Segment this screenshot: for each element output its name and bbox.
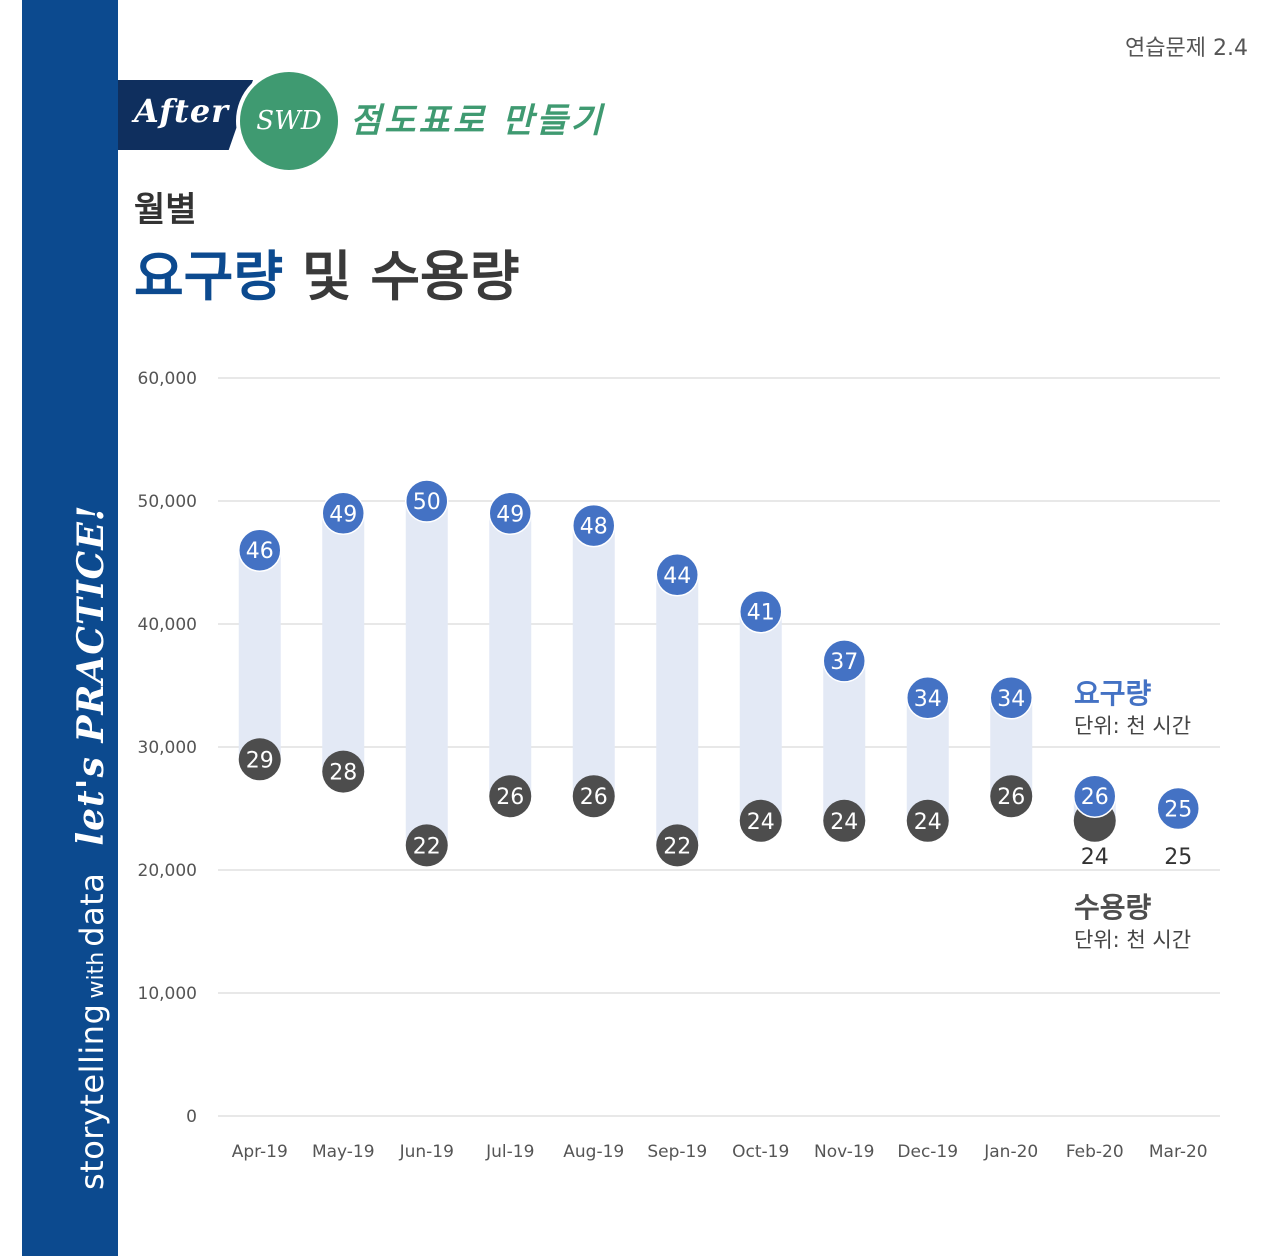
x-tick-label: Jun-19 <box>399 1142 454 1162</box>
x-tick-label: Mar-20 <box>1149 1142 1208 1162</box>
x-tick-label: Feb-20 <box>1066 1142 1124 1162</box>
demand-label: 34 <box>997 687 1025 712</box>
demand-dot <box>906 676 950 720</box>
range-bar <box>322 513 365 772</box>
demand-label: 41 <box>747 601 775 626</box>
y-tick-label: 10,000 <box>138 984 197 1004</box>
demand-label: 46 <box>246 539 274 564</box>
demand-dot <box>405 479 449 523</box>
demand-dot <box>822 639 866 683</box>
demand-label: 37 <box>830 650 858 675</box>
page-title: 요구량 및 수용량 <box>134 232 519 311</box>
capacity-label: 24 <box>914 810 942 835</box>
exercise-label: 연습문제 2.4 <box>1125 36 1248 61</box>
x-tick-label: Jul-19 <box>485 1142 534 1162</box>
demand-dot <box>989 676 1033 720</box>
capacity-label: 28 <box>329 761 357 786</box>
after-band <box>118 80 253 150</box>
capacity-label: 24 <box>1081 845 1109 870</box>
capacity-label: 22 <box>663 834 691 859</box>
range-bar <box>405 501 448 846</box>
title-small: 월별 <box>134 190 197 230</box>
capacity-dot <box>405 824 448 867</box>
y-tick-label: 50,000 <box>138 492 197 512</box>
y-tick-label: 60,000 <box>138 369 197 389</box>
y-tick-label: 0 <box>186 1107 197 1127</box>
after-label: After <box>134 92 230 130</box>
capacity-dot <box>238 738 281 781</box>
demand-label: 50 <box>413 490 441 515</box>
x-tick-label: Sep-19 <box>647 1142 707 1162</box>
y-tick-label: 30,000 <box>138 738 197 758</box>
sidebar <box>22 0 118 1256</box>
x-tick-label: Aug-19 <box>563 1142 624 1162</box>
scatter-subtitle: 점도표로 만들기 <box>350 101 605 141</box>
y-tick-label: 20,000 <box>138 861 197 881</box>
legend-demand-text: 요구량 <box>1074 677 1152 710</box>
legend-capacity-text: 수용량 <box>1074 891 1152 924</box>
capacity-label: 26 <box>580 785 608 810</box>
demand-label: 34 <box>914 687 942 712</box>
range-bar <box>739 611 782 821</box>
x-tick-label: Oct-19 <box>732 1142 789 1162</box>
capacity-label: 22 <box>413 834 441 859</box>
capacity-label: 26 <box>496 785 524 810</box>
demand-label: 25 <box>1164 798 1192 823</box>
capacity-label: 26 <box>997 785 1025 810</box>
demand-dot <box>655 553 699 597</box>
capacity-dot <box>990 775 1033 818</box>
demand-label: 49 <box>496 502 524 527</box>
x-tick-label: May-19 <box>312 1142 375 1162</box>
swd-label: SWD <box>256 106 322 136</box>
x-tick-label: Nov-19 <box>814 1142 875 1162</box>
y-tick-label: 40,000 <box>138 615 197 635</box>
demand-label: 44 <box>663 564 691 589</box>
demand-dot <box>739 589 783 634</box>
x-tick-label: Apr-19 <box>232 1142 288 1162</box>
x-tick-label: Dec-19 <box>897 1142 958 1162</box>
capacity-label: 29 <box>246 748 274 773</box>
capacity-dot <box>572 775 615 818</box>
capacity-label: 24 <box>830 810 858 835</box>
demand-label: 49 <box>329 502 357 527</box>
range-bar <box>656 574 699 846</box>
capacity-dot <box>906 799 949 842</box>
range-bar <box>823 660 866 821</box>
capacity-label: 25 <box>1164 845 1192 870</box>
capacity-dot <box>322 750 365 793</box>
legend-capacity-unit: 단위: 천 시간 <box>1074 928 1192 952</box>
capacity-dot <box>823 799 866 842</box>
demand-dot <box>238 528 282 572</box>
title-demand: 요구량 <box>134 245 284 308</box>
swd-badge: SWD <box>236 68 342 174</box>
title-rest: 및 수용량 <box>301 245 520 308</box>
demand-label: 48 <box>580 515 608 540</box>
legend-demand-name: 요구량 <box>1074 672 1151 712</box>
demand-dot <box>1073 774 1117 818</box>
range-bar <box>572 525 615 797</box>
demand-dot <box>572 503 616 548</box>
demand-label: 26 <box>1081 785 1109 810</box>
capacity-dot <box>739 799 782 842</box>
range-bar <box>238 550 281 760</box>
capacity-dot <box>489 775 532 818</box>
demand-dot <box>321 491 365 536</box>
capacity-label: 24 <box>747 810 775 835</box>
capacity-dot <box>656 824 699 867</box>
demand-dot <box>1156 786 1200 831</box>
legend-demand-unit: 단위: 천 시간 <box>1074 714 1192 738</box>
legend-capacity-name: 수용량 <box>1074 886 1151 926</box>
range-bar <box>489 513 532 797</box>
x-tick-label: Jan-20 <box>983 1142 1038 1162</box>
demand-dot <box>488 491 532 536</box>
